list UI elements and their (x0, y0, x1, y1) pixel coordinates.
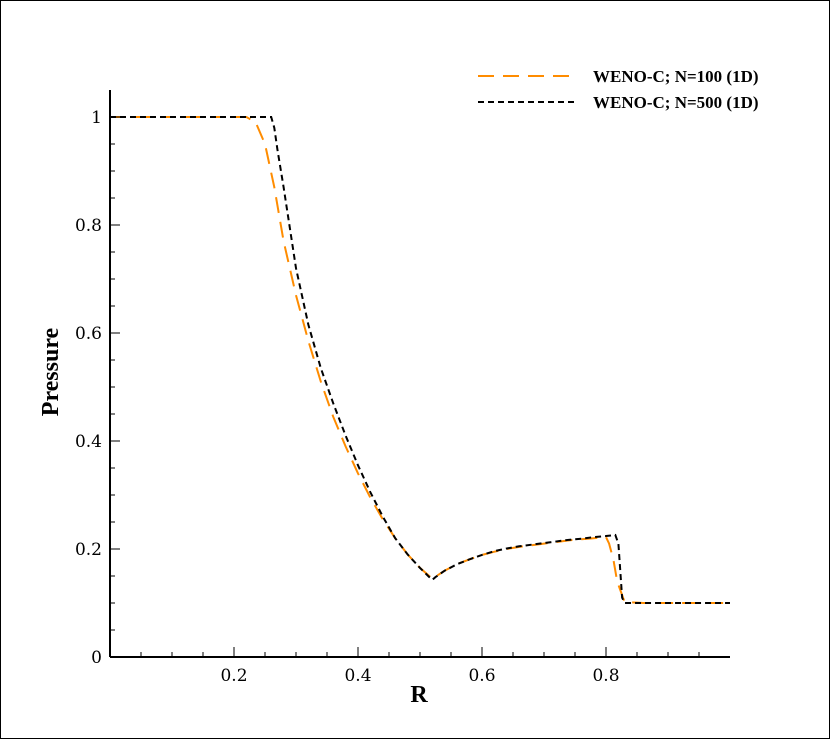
x-tick-label: 0.2 (220, 666, 247, 686)
series-line-2 (110, 116, 730, 604)
y-tick-label: 1 (91, 108, 102, 128)
y-tick-label: 0 (91, 648, 102, 668)
y-tick-label: 0.2 (75, 540, 102, 560)
y-tick-label: 0.8 (75, 216, 102, 236)
legend-label-2: WENO-C; N=500 (1D) (593, 93, 759, 112)
axes-layer (109, 90, 730, 658)
x-tick-label: 0.8 (592, 666, 619, 686)
series-line-1 (110, 116, 730, 604)
legend-label-1: WENO-C; N=100 (1D) (593, 67, 759, 86)
y-axis-title: Pressure (38, 327, 64, 416)
x-axis-title: R (410, 682, 428, 708)
x-tick-label: 0.4 (344, 666, 371, 686)
legend: WENO-C; N=100 (1D) WENO-C; N=500 (1D) (478, 67, 759, 112)
y-tick-label: 0.6 (75, 324, 102, 344)
x-tick-label: 0.6 (468, 666, 495, 686)
labels-layer: 0.2 0.4 0.6 0.8 0 0.2 0.4 0.6 0.8 1 (75, 108, 620, 686)
ticks-layer (110, 116, 700, 658)
series-layer (110, 116, 730, 604)
y-tick-label: 0.4 (75, 432, 102, 452)
